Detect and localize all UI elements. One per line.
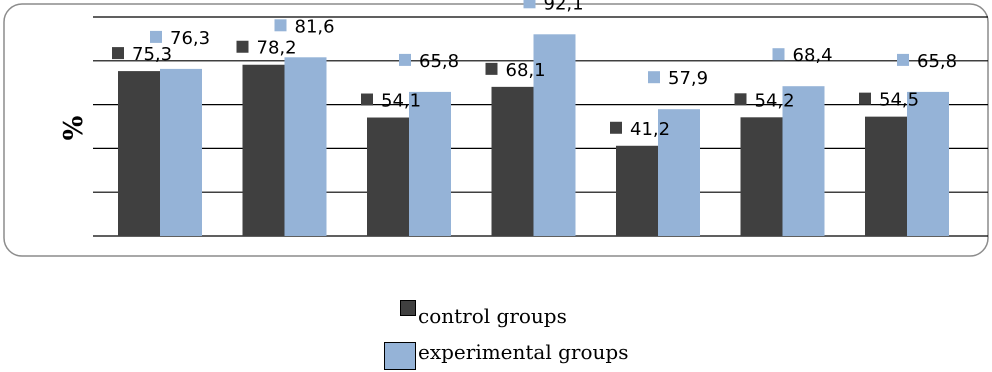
legend-item-control: control groups	[400, 292, 628, 328]
bar-control	[242, 64, 285, 236]
label-marker-control	[112, 47, 124, 60]
bar-control	[118, 71, 160, 236]
bar-experimental	[409, 91, 451, 236]
data-labels: 75,376,3 78,281,6 54,1 65,8 68,1 92,1 41,2 57,9…	[112, 0, 957, 140]
bar-experimental	[658, 109, 700, 236]
data-label-control: 54,1	[381, 91, 421, 112]
bar-experimental	[533, 34, 576, 237]
data-label-control: 78,2	[257, 38, 297, 59]
label-marker-experimental	[274, 19, 287, 32]
bar-experimental	[284, 57, 327, 236]
label-marker-control	[859, 92, 871, 105]
bar-control	[616, 145, 658, 236]
y-axis-title: %	[59, 115, 89, 140]
data-label-experimental: 81,6	[295, 16, 335, 37]
label-marker-control	[361, 93, 373, 106]
label-marker-control	[734, 93, 747, 106]
bar-experimental	[782, 86, 825, 236]
data-label-experimental: 65,8	[917, 51, 957, 72]
data-label-control: 75,3	[132, 44, 172, 65]
data-label-control: 68,1	[506, 60, 546, 81]
bar-control	[491, 86, 534, 237]
label-marker-experimental	[648, 71, 660, 84]
legend-item-experimental: experimental groups	[384, 328, 629, 370]
label-marker-experimental	[897, 53, 909, 66]
label-marker-control	[236, 40, 249, 53]
bar-experimental	[160, 68, 202, 236]
legend-label-experimental: experimental groups	[418, 340, 629, 364]
data-label-experimental: 92,1	[544, 0, 584, 14]
label-marker-control	[485, 62, 498, 75]
data-label-experimental: 68,4	[793, 45, 833, 66]
data-label-experimental: 76,3	[170, 28, 210, 49]
label-marker-experimental	[772, 48, 785, 61]
bar-control	[367, 117, 409, 236]
bar-control	[865, 116, 907, 236]
label-marker-experimental	[523, 0, 536, 9]
legend-swatch-control	[400, 300, 416, 316]
label-marker-experimental	[399, 53, 411, 66]
legend-label-control: control groups	[418, 304, 567, 328]
data-label-control: 54,2	[755, 90, 795, 111]
data-label-experimental: 65,8	[419, 51, 459, 72]
data-label-control: 41,2	[630, 119, 670, 140]
label-marker-control	[610, 121, 622, 134]
data-label-control: 54,5	[879, 90, 919, 111]
legend: control groups experimental groups	[384, 292, 629, 370]
data-label-experimental: 57,9	[668, 68, 708, 89]
bar-control	[740, 117, 783, 236]
bars	[118, 34, 949, 237]
bar-experimental	[907, 91, 949, 236]
legend-swatch-experimental	[384, 342, 416, 370]
label-marker-experimental	[150, 30, 162, 43]
